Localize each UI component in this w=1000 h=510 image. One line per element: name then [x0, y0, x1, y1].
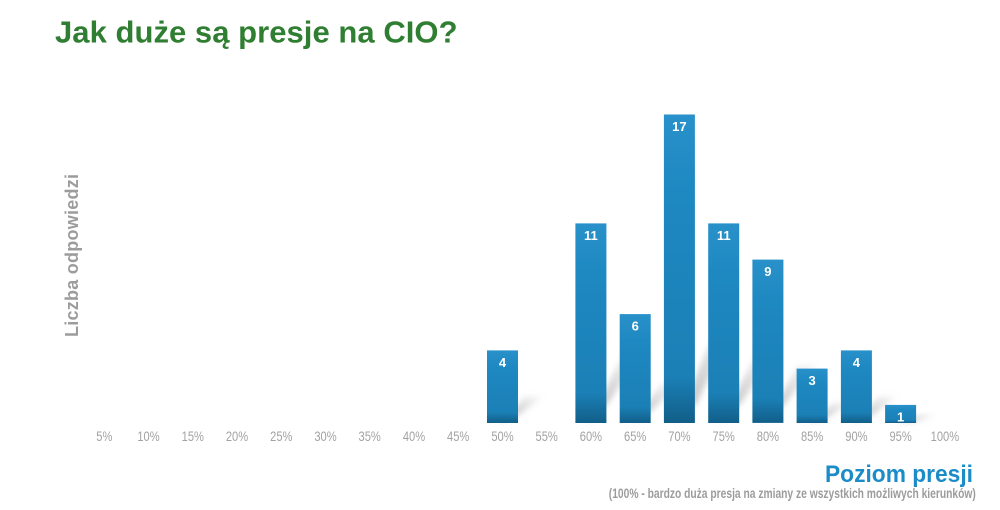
svg-text:90%: 90%	[845, 429, 867, 444]
svg-text:60%: 60%	[580, 429, 602, 444]
svg-text:75%: 75%	[713, 429, 735, 444]
svg-text:Jak duże są presje na CIO?: Jak duże są presje na CIO?	[55, 15, 458, 50]
svg-text:11: 11	[717, 228, 731, 243]
svg-text:9: 9	[764, 264, 771, 279]
svg-text:1: 1	[897, 409, 904, 424]
svg-text:95%: 95%	[889, 429, 911, 444]
svg-text:6: 6	[632, 319, 639, 334]
svg-text:Poziom presji: Poziom presji	[825, 461, 973, 488]
svg-text:4: 4	[853, 355, 861, 370]
svg-text:40%: 40%	[403, 429, 425, 444]
svg-text:17: 17	[672, 119, 686, 134]
svg-text:30%: 30%	[314, 429, 336, 444]
svg-text:55%: 55%	[536, 429, 558, 444]
svg-text:20%: 20%	[226, 429, 248, 444]
svg-text:4: 4	[499, 355, 507, 370]
svg-text:11: 11	[584, 228, 598, 243]
svg-text:3: 3	[808, 373, 815, 388]
svg-text:25%: 25%	[270, 429, 292, 444]
svg-text:5%: 5%	[96, 429, 112, 444]
svg-text:Liczba odpowiedzi: Liczba odpowiedzi	[62, 174, 82, 337]
svg-text:45%: 45%	[447, 429, 469, 444]
svg-text:35%: 35%	[359, 429, 381, 444]
svg-text:50%: 50%	[491, 429, 513, 444]
svg-text:10%: 10%	[137, 429, 159, 444]
svg-text:15%: 15%	[182, 429, 204, 444]
svg-text:65%: 65%	[624, 429, 646, 444]
svg-text:(100% - bardzo duża presja na: (100% - bardzo duża presja na zmiany ze …	[609, 486, 976, 501]
svg-text:70%: 70%	[668, 429, 690, 444]
svg-text:100%: 100%	[931, 429, 960, 444]
svg-text:80%: 80%	[757, 429, 779, 444]
svg-text:85%: 85%	[801, 429, 823, 444]
